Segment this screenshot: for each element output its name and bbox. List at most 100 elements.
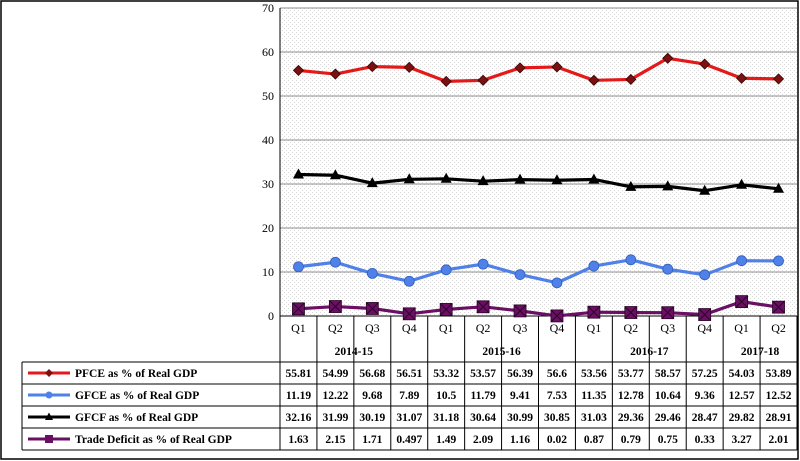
table-cell-value: 1.49 — [436, 434, 456, 446]
x-tick-label: Q1 — [439, 321, 454, 335]
table-cell-value: 2.01 — [768, 434, 788, 446]
table-cell-value: 53.56 — [581, 368, 607, 380]
legend-label: PFCE as % of Real GDP — [75, 368, 197, 380]
data-point — [551, 277, 563, 289]
data-point — [477, 74, 489, 86]
table-cell-value: 10.64 — [655, 390, 681, 402]
data-point — [551, 61, 563, 73]
table-cell-value: 12.57 — [729, 390, 755, 402]
x-tick-label: Q4 — [402, 321, 417, 335]
table-cell-value: 31.03 — [581, 412, 607, 424]
data-point — [625, 180, 637, 191]
y-tick-label: 0 — [268, 309, 274, 323]
data-point — [699, 184, 711, 195]
data-point — [440, 172, 452, 183]
data-point-cross — [402, 307, 416, 321]
data-point — [440, 264, 452, 276]
data-point — [366, 177, 378, 188]
y-tick-label: 50 — [262, 89, 274, 103]
table-cell-value: 57.25 — [692, 368, 718, 380]
data-point — [403, 61, 415, 73]
data-point — [292, 64, 305, 77]
data-point-cross — [624, 306, 638, 319]
table-cell-value: 0.79 — [621, 434, 641, 446]
data-point — [625, 73, 637, 85]
table-cell-value: 31.99 — [322, 412, 348, 424]
data-point — [588, 74, 600, 86]
data-point — [329, 169, 341, 180]
data-point — [477, 175, 489, 186]
x-tick-label: Q2 — [328, 321, 343, 335]
series-line — [298, 56, 779, 83]
data-point — [773, 182, 785, 193]
legend-label: GFCE as % of Real GDP — [75, 390, 199, 402]
legend-marker — [45, 412, 53, 420]
x-tick-label: Q2 — [771, 321, 786, 335]
legend-label: Trade Deficit as % of Real GDP — [75, 434, 232, 446]
data-point-cross — [698, 308, 712, 321]
table-cell-value: 29.36 — [618, 412, 644, 424]
table-cell-value: 31.07 — [396, 412, 422, 424]
x-tick-label: Q2 — [476, 321, 491, 335]
data-point — [662, 52, 674, 64]
table-cell-value: 12.22 — [322, 390, 348, 402]
table-cell-value: 54.03 — [729, 368, 755, 380]
table-cell-value: 30.19 — [359, 412, 385, 424]
x-tick-label: Q1 — [734, 321, 749, 335]
y-tick-label: 10 — [262, 265, 274, 279]
table-cell-value: 30.99 — [507, 412, 533, 424]
table-cell-value: 30.85 — [544, 412, 570, 424]
table-cell-value: 9.68 — [362, 390, 382, 402]
x-tick-label: Q4 — [697, 321, 712, 335]
x-tick-label: Q3 — [513, 321, 528, 335]
table-cell-value: 7.89 — [399, 390, 419, 402]
table-cell-value: 11.19 — [286, 390, 311, 402]
table-cell-value: 31.18 — [433, 412, 459, 424]
legend-marker — [45, 391, 53, 399]
data-point — [551, 174, 563, 185]
data-point — [477, 258, 489, 270]
series-line — [298, 258, 779, 285]
table-cell-value: 56.68 — [359, 368, 385, 380]
table-cell-value: 0.497 — [396, 434, 422, 446]
legend-marker — [45, 435, 53, 443]
data-point — [514, 269, 526, 280]
data-point — [366, 268, 378, 279]
series-line — [298, 172, 779, 193]
data-point — [588, 260, 600, 272]
data-point-cross — [329, 300, 342, 313]
data-point-cross — [661, 306, 675, 320]
x-tick-label: Q1 — [587, 321, 602, 335]
data-point — [366, 61, 378, 73]
data-point — [772, 73, 785, 85]
table-cell-value: 0.33 — [695, 434, 715, 446]
data-point — [293, 261, 304, 273]
table-cell-value: 29.46 — [655, 412, 681, 424]
year-label: 2014-15 — [335, 346, 374, 358]
x-tick-label: Q3 — [365, 321, 380, 335]
x-tick-label: Q4 — [550, 321, 565, 335]
data-point — [292, 168, 304, 179]
data-point — [329, 256, 341, 268]
data-point-cross — [439, 303, 453, 316]
y-tick-label: 40 — [262, 133, 274, 147]
table-cell-value: 56.6 — [547, 368, 567, 380]
data-point — [773, 255, 784, 267]
table-cell-value: 53.57 — [470, 368, 496, 380]
data-point — [514, 173, 526, 184]
table-cell-value: 0.75 — [658, 434, 678, 446]
table-cell-value: 30.64 — [470, 412, 496, 424]
data-point — [736, 178, 748, 189]
table-cell-value: 28.47 — [692, 412, 718, 424]
table-cell-value: 54.99 — [322, 368, 348, 380]
table-cell-value: 10.5 — [436, 390, 456, 402]
data-point — [736, 72, 748, 84]
data-point — [662, 263, 674, 275]
table-cell-value: 1.16 — [510, 434, 530, 446]
table-cell-value: 2.15 — [325, 434, 345, 446]
data-point — [514, 62, 526, 74]
plot-area — [280, 8, 797, 316]
data-point-cross — [587, 305, 601, 319]
legend-marker — [45, 369, 53, 377]
